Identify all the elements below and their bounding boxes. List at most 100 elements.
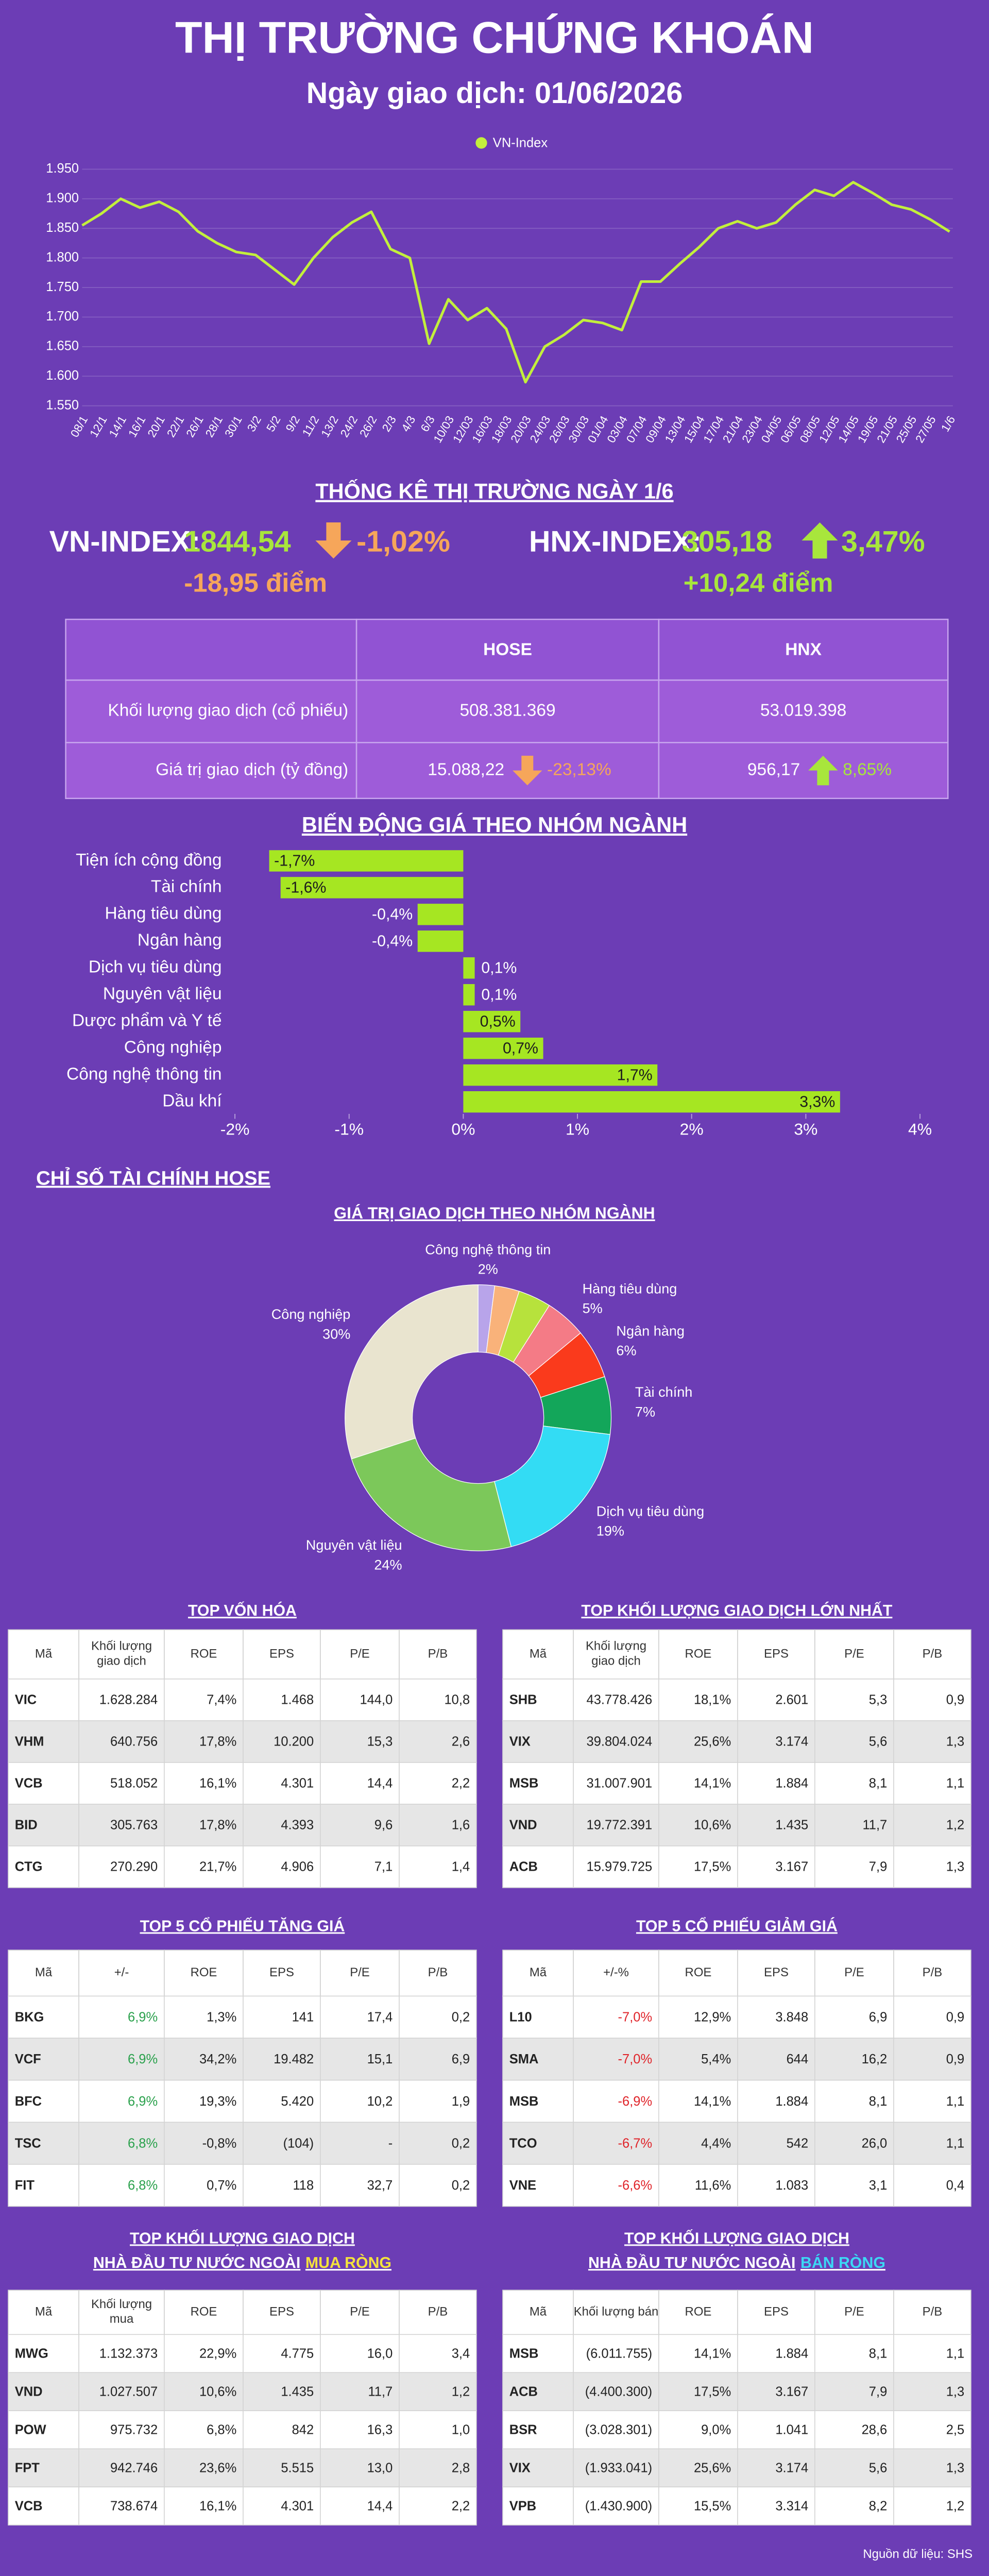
ticker: TSC <box>15 2136 41 2150</box>
column-header: P/E <box>844 1647 864 1660</box>
table-cell <box>893 1845 971 1888</box>
table-value: 7,4% <box>207 1693 236 1707</box>
table-value: 6,9% <box>128 2010 158 2025</box>
table-cell <box>243 1845 321 1888</box>
table-value: 10,6% <box>694 1818 731 1833</box>
table-cell <box>8 2372 79 2412</box>
ticker: BKG <box>15 2010 44 2025</box>
table-title-text: TOP KHỐI LƯỢNG GIAO DỊCH <box>130 2229 355 2247</box>
table-cell <box>8 1845 79 1888</box>
header-cell <box>893 1629 971 1680</box>
ticker: CTG <box>15 1860 43 1874</box>
table-cell <box>737 2448 815 2487</box>
table-value: -6,6% <box>618 2178 653 2193</box>
table-value: 542 <box>787 2136 809 2150</box>
index-points: -18,95 điểm <box>184 568 327 598</box>
column-header: +/-% <box>603 1965 629 1979</box>
table-value: 8,1 <box>869 1776 887 1791</box>
table-cell <box>573 2334 659 2374</box>
table-value: 4.301 <box>281 2499 314 2513</box>
header-cell <box>573 1629 659 1680</box>
table-cell <box>65 679 357 743</box>
table-value: 5,6 <box>869 1735 887 1749</box>
slice-value: 2% <box>478 1261 498 1277</box>
table-value: 2,2 <box>452 1776 470 1791</box>
table-cell <box>243 2038 321 2081</box>
table-cell <box>502 2486 574 2526</box>
table-value: 14,4 <box>367 2499 393 2513</box>
table-value: 5,6 <box>869 2461 887 2476</box>
table-value: 1,3 <box>946 1860 964 1874</box>
table-value: 1,2 <box>946 2499 964 2513</box>
table-value: 1.884 <box>775 1776 808 1791</box>
slice-value: 6% <box>616 1343 636 1359</box>
x-tick-label: 1% <box>566 1120 589 1138</box>
table-value: 10,2 <box>367 2094 393 2109</box>
table-cell <box>164 2038 244 2081</box>
header-cell <box>78 2290 165 2335</box>
table-value: 14,1% <box>694 2094 731 2109</box>
table-cell <box>320 2448 400 2487</box>
column-header: ROE <box>191 1647 217 1660</box>
table-value: 17,5% <box>694 2385 731 2399</box>
table-cell <box>399 1995 477 2039</box>
table-cell <box>573 2122 659 2165</box>
table-cell <box>658 2122 738 2165</box>
table-cell <box>399 1762 477 1805</box>
table-cell <box>320 2486 400 2526</box>
table-value: 0,2 <box>452 2178 470 2193</box>
table-value: 5.420 <box>281 2094 314 2109</box>
x-tick-label: 2% <box>680 1120 704 1138</box>
table-cell <box>573 2164 659 2207</box>
table-title-text: TOP 5 CỔ PHIẾU TĂNG GIÁ <box>140 1917 345 1935</box>
table-cell <box>573 1762 659 1805</box>
table-cell <box>737 1845 815 1888</box>
table-value: 0,4 <box>946 2178 964 2193</box>
header-cell <box>737 2290 815 2335</box>
column-header: P/E <box>844 2305 864 2319</box>
table-cell <box>399 2164 477 2207</box>
column-header: Khối lượng mua <box>91 2297 152 2326</box>
table-value: -0,8% <box>202 2136 237 2150</box>
table-value: 3.174 <box>775 1735 808 1749</box>
column-header: Mã <box>35 2305 53 2319</box>
table-cell <box>814 2410 894 2449</box>
table-cell <box>164 2122 244 2165</box>
table-cell <box>658 2486 738 2526</box>
table-value: 15,1 <box>367 2052 393 2066</box>
table-value: 7,9 <box>869 2385 887 2399</box>
table-cell <box>814 1845 894 1888</box>
table-title-text: NHÀ ĐẦU TƯ NƯỚC NGOÀI <box>93 2254 300 2272</box>
table-cell <box>399 2372 477 2412</box>
legend-label: VN-Index <box>493 136 548 150</box>
table-value: 2,8 <box>452 2461 470 2476</box>
table-value: 1.884 <box>775 2347 808 2361</box>
table-value: 16,1% <box>199 2499 236 2513</box>
value-label: -1,7% <box>274 853 315 870</box>
table-title-text: TOP 5 CỔ PHIẾU GIẢM GIÁ <box>636 1917 838 1935</box>
table-value: 8,1 <box>869 2094 887 2109</box>
table-cell <box>658 2410 738 2449</box>
table-value: 644 <box>787 2052 809 2066</box>
category-label: Ngân hàng <box>138 931 222 950</box>
ticker: MSB <box>509 2094 539 2109</box>
table-cell <box>573 2372 659 2412</box>
table-value: -6,7% <box>618 2136 653 2150</box>
table-cell <box>78 2448 165 2487</box>
table-cell <box>893 2486 971 2526</box>
table-value: (4.400.300) <box>585 2385 652 2399</box>
table-cell <box>737 2164 815 2207</box>
table-cell <box>737 1679 815 1721</box>
category-label: Dược phẩm và Y tế <box>72 1011 222 1030</box>
column-header: P/B <box>428 1965 448 1979</box>
table-cell <box>164 1995 244 2039</box>
arrow-down <box>513 755 542 786</box>
table-cell <box>320 2122 400 2165</box>
index-name: HNX-INDEX: <box>529 526 702 558</box>
bar <box>417 904 464 925</box>
table-value: 1.884 <box>775 2094 808 2109</box>
column-header: P/B <box>428 2305 448 2319</box>
index-points: +10,24 điểm <box>684 568 833 598</box>
